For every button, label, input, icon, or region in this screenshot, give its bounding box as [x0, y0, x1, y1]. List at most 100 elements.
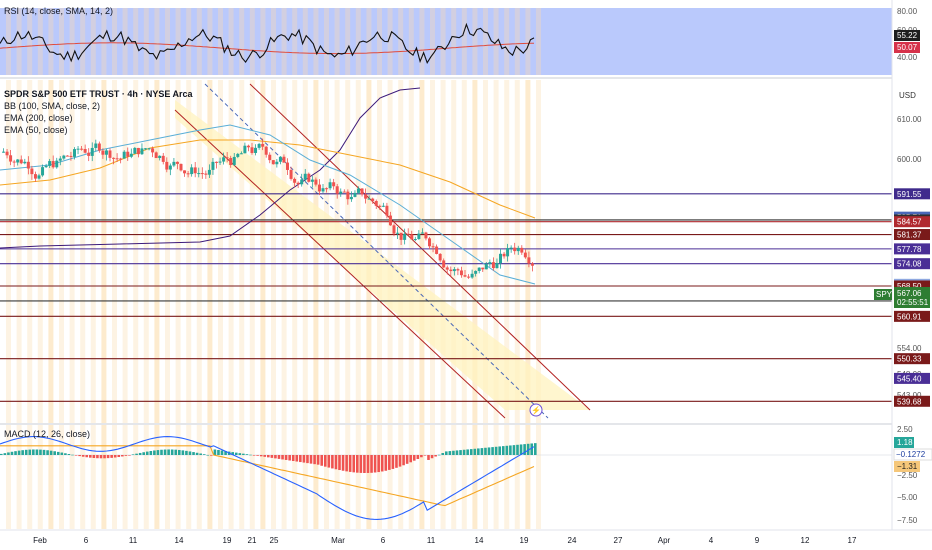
- macd-hist-bar: [377, 455, 380, 473]
- candle-body: [30, 168, 34, 175]
- session-stripe: [196, 80, 202, 423]
- session-stripe: [218, 8, 223, 75]
- macd-hist-bar: [437, 454, 441, 456]
- candle-body: [115, 158, 119, 160]
- candle-body: [200, 173, 204, 175]
- session-stripe: [6, 80, 11, 423]
- session-stripe: [175, 425, 181, 529]
- channel-upper-line[interactable]: [249, 83, 591, 411]
- session-stripe: [281, 425, 287, 529]
- candle-body: [339, 191, 343, 194]
- indicator-ema200[interactable]: EMA (200, close): [4, 113, 73, 123]
- candle-body: [19, 159, 23, 164]
- macd-hist-bar: [270, 455, 274, 458]
- candle-body: [378, 205, 382, 207]
- candle-body: [296, 182, 300, 185]
- session-stripe: [292, 80, 298, 423]
- candle-body: [126, 151, 130, 157]
- candle-body: [388, 215, 392, 226]
- session-stripe: [419, 425, 425, 529]
- time-tick: 27: [614, 536, 623, 545]
- session-stripe: [334, 8, 340, 75]
- level-badge-text: 574.08: [897, 260, 922, 269]
- session-stripe: [186, 8, 192, 75]
- candle-body: [268, 154, 272, 161]
- session-stripe: [239, 425, 245, 529]
- session-stripe: [302, 80, 308, 423]
- macd-pane[interactable]: MACD (12, 26, close): [0, 425, 892, 529]
- macd-hist-bar: [259, 455, 263, 457]
- candle-body: [495, 263, 499, 269]
- candle-body: [456, 269, 460, 271]
- session-stripe: [48, 8, 54, 75]
- macd-hist-bar: [14, 451, 17, 455]
- time-tick: 11: [427, 536, 436, 545]
- macd-hist-bar: [384, 455, 388, 471]
- macd-hist-bar: [231, 452, 234, 455]
- candle-body: [527, 257, 531, 264]
- session-stripe: [175, 8, 181, 75]
- macd-hist-bar: [188, 451, 192, 455]
- time-axis[interactable]: Feb 6 11 14 19 21 25 Mar 6 11 14 19 24 27 Apr 4 9 12 17: [0, 529, 932, 550]
- macd-hist-bar: [323, 455, 327, 467]
- macd-hist-bar: [306, 455, 309, 464]
- macd-hist-bar: [117, 455, 121, 458]
- level-badge: [894, 258, 930, 270]
- session-stripe: [536, 425, 541, 529]
- level-badge: [894, 395, 930, 407]
- session-stripe: [472, 425, 478, 529]
- session-stripe: [419, 8, 425, 75]
- rsi-band: [0, 8, 892, 75]
- currency-label[interactable]: USD: [899, 91, 916, 100]
- price-pane[interactable]: ⚡ SPDR S&P 500 ETF TRUST · 4h · NYSE Arc…: [0, 80, 892, 423]
- macd-hist-bar: [491, 447, 494, 455]
- session-stripe: [536, 80, 541, 423]
- macd-hist-bar: [156, 450, 160, 455]
- macd-hist-bar: [288, 455, 291, 461]
- indicator-bb[interactable]: BB (100, SMA, close, 2): [4, 101, 100, 111]
- candle-body: [48, 161, 52, 166]
- lightning-marker[interactable]: ⚡: [529, 403, 543, 417]
- time-tick: 24: [568, 536, 577, 545]
- macd-hist-bar: [256, 455, 259, 456]
- macd-hist-bar: [498, 446, 501, 455]
- session-stripe: [536, 8, 541, 75]
- macd-hist-bar: [412, 455, 416, 461]
- candle-body: [523, 252, 527, 258]
- rsi-pane[interactable]: RSI (14, close, SMA, 14, 2): [0, 6, 892, 75]
- macd-hist-bar: [494, 446, 498, 455]
- level-badge-text: 545.40: [897, 374, 922, 383]
- macd-hist-bar: [263, 455, 267, 457]
- macd-hist-bar: [220, 450, 224, 455]
- session-stripe: [461, 425, 467, 529]
- candle-body: [161, 155, 165, 162]
- session-stripe: [313, 80, 319, 423]
- macd-hist-bar: [284, 455, 288, 460]
- session-stripe: [27, 8, 33, 75]
- session-stripe: [271, 425, 276, 529]
- candle-body: [364, 194, 368, 199]
- macd-tick: −5.00: [897, 493, 918, 502]
- macd-hist-bar: [370, 455, 373, 473]
- session-stripe: [461, 8, 467, 75]
- level-badge-text: 577.78: [897, 245, 922, 254]
- candle-body: [55, 160, 59, 168]
- session-stripe: [6, 425, 11, 529]
- candle-body: [509, 247, 513, 249]
- session-stripe: [143, 8, 149, 75]
- macd-hist-bar: [238, 453, 242, 455]
- indicator-ema50[interactable]: EMA (50, close): [4, 125, 68, 135]
- regression-channel-fill: [175, 100, 590, 410]
- macd-hist-bar: [409, 455, 412, 463]
- candle-body: [431, 246, 435, 248]
- macd-hist-bar: [103, 455, 106, 459]
- last-price-marker[interactable]: SPY 567.06 02:55:51: [874, 287, 930, 308]
- macd-hist-bar: [519, 444, 523, 455]
- macd-hist-bar: [3, 453, 7, 455]
- session-stripe: [218, 80, 223, 423]
- candle-body: [97, 143, 101, 151]
- session-stripe: [355, 425, 361, 529]
- price-axis[interactable]: 80.00 60.00 40.00 55.22 50.07 USD 610.00…: [874, 0, 932, 530]
- session-stripe: [483, 8, 488, 75]
